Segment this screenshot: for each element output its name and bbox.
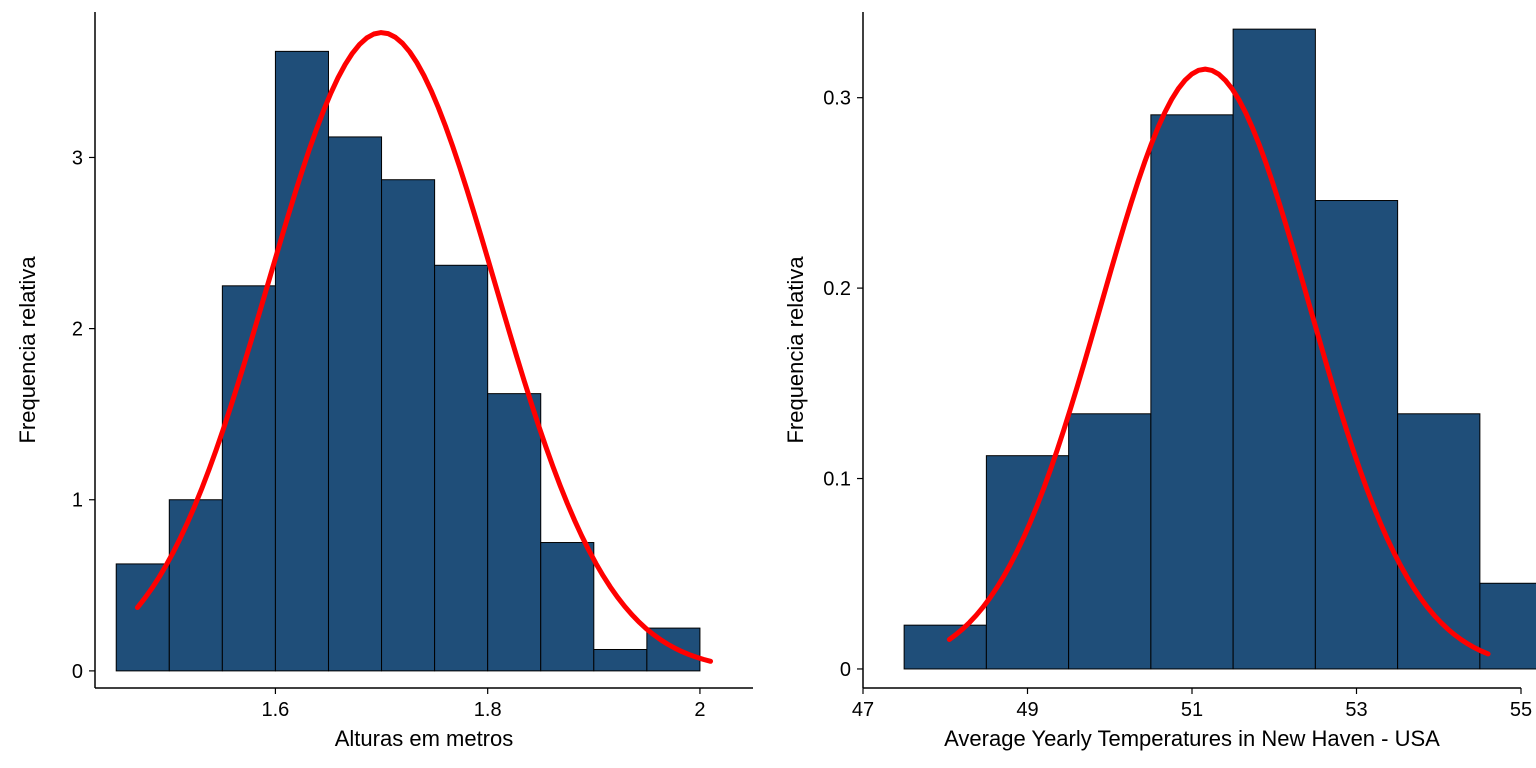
- x-tick-label: 49: [1016, 699, 1038, 721]
- left-chart-svg: 1.6 1.8 2 0 1 2 3 Alturas em metros Frequencia r…: [0, 0, 768, 768]
- histogram-bar: [1233, 29, 1315, 669]
- figure-container: 1.6 1.8 2 0 1 2 3 Alturas em metros Frequencia r…: [0, 0, 1536, 768]
- right-chart-svg: 47 49 51 53 55 0 0.1 0.2 0.3 Average Yearly Tempe…: [768, 0, 1536, 768]
- y-tick-label: 1: [72, 490, 83, 512]
- y-tick-label: 0: [72, 661, 83, 683]
- left-panel: 1.6 1.8 2 0 1 2 3 Alturas em metros Frequencia r…: [0, 0, 768, 768]
- histogram-bar: [328, 137, 381, 671]
- y-tick-label: 0.2: [823, 278, 851, 300]
- histogram-bar: [382, 180, 435, 671]
- histogram-bar: [488, 394, 541, 671]
- histogram-bar: [169, 500, 222, 671]
- y-tick-label: 0.3: [823, 88, 851, 110]
- histogram-bar: [1069, 414, 1151, 669]
- x-tick-label: 2: [694, 699, 705, 721]
- x-tick-label: 1.8: [474, 699, 502, 721]
- histogram-bar: [541, 543, 594, 671]
- x-tick-label: 53: [1345, 699, 1367, 721]
- x-axis-label: Average Yearly Temperatures in New Haven…: [944, 726, 1440, 751]
- x-tick-label: 47: [852, 699, 874, 721]
- histogram-bar: [1151, 115, 1233, 669]
- x-tick-label: 1.6: [262, 699, 290, 721]
- histogram-bar: [116, 564, 169, 671]
- y-axis-label: Frequencia relativa: [15, 256, 40, 444]
- x-axis-label: Alturas em metros: [335, 726, 514, 751]
- histogram-bar: [275, 51, 328, 671]
- y-tick-label: 0: [840, 659, 851, 681]
- histogram-bar: [594, 649, 647, 670]
- histogram-bar: [904, 625, 986, 669]
- x-tick-label: 51: [1181, 699, 1203, 721]
- y-tick-label: 0.1: [823, 469, 851, 491]
- y-tick-label: 3: [72, 147, 83, 169]
- histogram-bar: [1315, 201, 1397, 669]
- y-axis-label: Frequencia relativa: [783, 256, 808, 444]
- histogram-bar: [1398, 414, 1480, 669]
- histogram-bar: [986, 456, 1068, 669]
- x-tick-label: 55: [1510, 699, 1532, 721]
- histogram-bar: [435, 265, 488, 671]
- right-panel: 47 49 51 53 55 0 0.1 0.2 0.3 Average Yearly Tempe…: [768, 0, 1536, 768]
- y-tick-label: 2: [72, 319, 83, 341]
